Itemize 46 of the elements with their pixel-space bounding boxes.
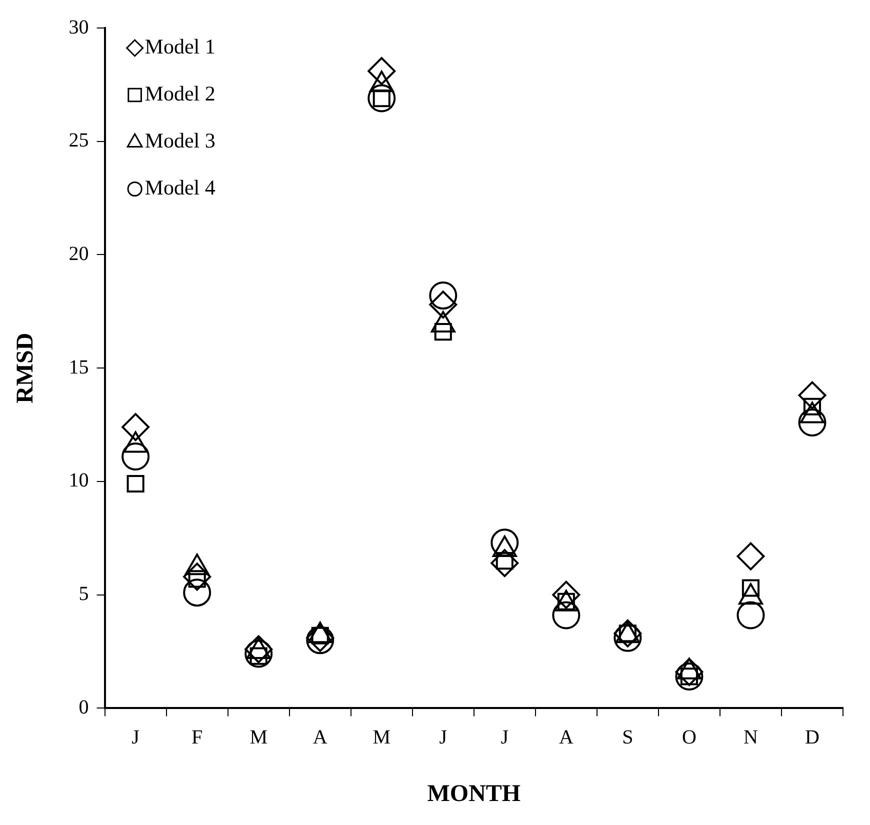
x-tick-label: D	[805, 726, 820, 748]
point	[552, 580, 580, 609]
point	[675, 662, 704, 690]
point	[614, 624, 642, 652]
point	[490, 549, 519, 578]
x-tick-label: O	[682, 726, 696, 748]
legend-label: Model 1	[144, 34, 216, 59]
x-tick-label: A	[312, 726, 328, 748]
y-tick-label: 15	[68, 356, 89, 378]
y-tick-label: 10	[68, 470, 89, 492]
point	[798, 381, 826, 410]
x-tick-label: M	[250, 726, 268, 748]
y-tick-label: 30	[68, 16, 89, 38]
point	[244, 640, 273, 668]
point	[434, 323, 452, 341]
point	[122, 442, 150, 471]
legend-label: Model 3	[144, 128, 216, 153]
legend-label: Model 2	[144, 82, 216, 106]
x-tick-label: F	[192, 726, 203, 748]
x-tick-label: M	[372, 726, 391, 748]
y-tick-label: 25	[68, 130, 89, 152]
point	[552, 601, 580, 630]
y-tick-label: 20	[68, 242, 89, 265]
y-tick-label: 5	[78, 583, 89, 606]
y-axis-title: RMSD	[12, 332, 39, 404]
legend-label: Model 4	[144, 176, 216, 200]
point	[429, 290, 458, 319]
point	[183, 562, 212, 591]
x-tick-label: J	[132, 726, 140, 748]
point	[368, 84, 396, 112]
point	[490, 528, 519, 557]
point	[126, 474, 144, 493]
point	[798, 408, 826, 437]
x-tick-label: N	[744, 726, 758, 748]
point	[368, 57, 396, 86]
x-tick-label: S	[622, 726, 634, 748]
point	[736, 542, 765, 570]
x-tick-label: J	[439, 726, 448, 748]
x-axis-title: MONTH	[427, 780, 521, 807]
x-tick-label: A	[558, 726, 574, 748]
x-tick-label: J	[500, 726, 509, 748]
point	[429, 282, 458, 310]
point	[122, 413, 150, 442]
point	[736, 601, 765, 630]
y-tick-label: 0	[78, 696, 89, 718]
point	[183, 578, 212, 607]
